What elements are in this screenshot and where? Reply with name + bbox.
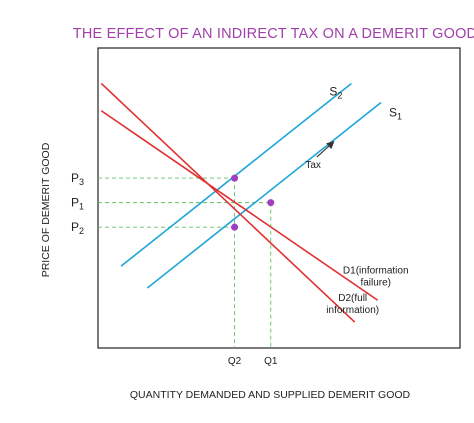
x-axis-label: QUANTITY DEMANDED AND SUPPLIED DEMERIT G… <box>130 389 411 401</box>
point-p3q2 <box>231 174 239 182</box>
y-tick-P2: P2 <box>71 220 84 236</box>
y-axis-label: PRICE OF DEMERIT GOOD <box>40 142 52 277</box>
curve-d2 <box>100 82 356 323</box>
curve-s1 <box>146 101 382 289</box>
tax-annotation: Tax <box>305 141 335 171</box>
curves <box>100 82 382 323</box>
x-tick-labels: Q2 Q1 <box>228 356 278 367</box>
x-tick-Q1: Q1 <box>264 356 278 367</box>
guide-lines <box>98 177 272 348</box>
curve-labels: S2 S1 D1(information failure) D2(full informa… <box>326 84 408 316</box>
tax-arrow <box>316 141 335 158</box>
curve-d1 <box>100 110 379 301</box>
y-tick-labels: P3 P1 P2 <box>71 171 84 236</box>
equilibrium-points <box>231 174 275 231</box>
label-d2: D2(full information) <box>326 293 379 316</box>
point-p1q1 <box>267 199 275 207</box>
label-s2: S2 <box>329 84 342 100</box>
plot-frame <box>97 47 461 349</box>
chart-title: THE EFFECT OF AN INDIRECT TAX ON A DEMER… <box>73 26 474 42</box>
x-tick-Q2: Q2 <box>228 356 242 367</box>
curve-s2 <box>120 82 352 267</box>
y-tick-P1: P1 <box>71 196 84 212</box>
label-d1: D1(information failure) <box>343 265 409 288</box>
label-s1: S1 <box>389 106 402 122</box>
y-tick-P3: P3 <box>71 171 84 187</box>
tax-label: Tax <box>305 160 321 171</box>
point-p2q2 <box>231 223 239 231</box>
